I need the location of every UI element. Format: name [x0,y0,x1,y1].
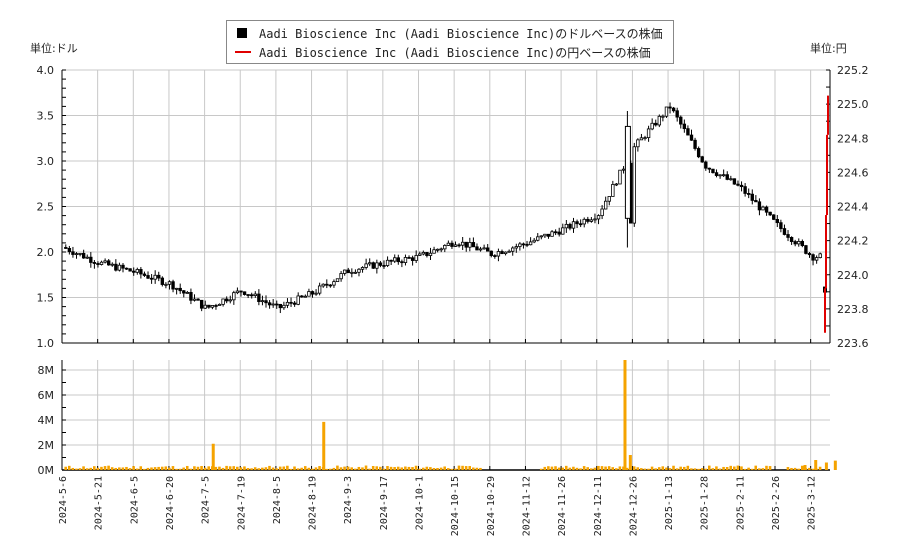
svg-text:2024-5-6: 2024-5-6 [58,476,69,524]
right-axis-unit: 単位:円 [810,42,847,55]
svg-text:224.0: 224.0 [837,269,869,282]
svg-text:2024-12-11: 2024-12-11 [593,476,604,536]
svg-text:2024-5-21: 2024-5-21 [94,476,105,530]
svg-text:224.6: 224.6 [837,166,869,179]
legend-usd-label: Aadi Bioscience Inc (Aadi Bioscience Inc… [259,26,663,41]
left-axis-unit: 単位:ドル [30,42,78,55]
svg-text:0M: 0M [38,464,55,477]
svg-text:2024-6-20: 2024-6-20 [165,476,176,530]
svg-text:2024-6-5: 2024-6-5 [129,476,140,524]
legend-jpy-label: Aadi Bioscience Inc (Aadi Bioscience Inc… [259,45,651,60]
svg-text:1.5: 1.5 [37,292,55,305]
svg-text:8M: 8M [38,364,55,377]
svg-text:2024-10-1: 2024-10-1 [415,476,426,530]
svg-text:4M: 4M [38,414,55,427]
svg-text:2024-8-19: 2024-8-19 [308,476,319,530]
svg-text:223.8: 223.8 [837,303,869,316]
red-line-icon [235,51,251,53]
svg-text:2M: 2M [38,439,55,452]
svg-text:2024-9-3: 2024-9-3 [343,476,354,524]
svg-text:2025-3-12: 2025-3-12 [807,476,818,530]
svg-text:2024-9-17: 2024-9-17 [379,476,390,530]
svg-text:225.0: 225.0 [837,98,869,111]
svg-text:4.0: 4.0 [37,64,55,77]
svg-text:2024-11-26: 2024-11-26 [557,476,568,536]
svg-text:2024-8-5: 2024-8-5 [272,476,283,524]
svg-text:2024-12-26: 2024-12-26 [628,476,639,536]
svg-text:2024-7-19: 2024-7-19 [236,476,247,530]
svg-text:225.2: 225.2 [837,64,869,77]
legend-item-jpy: Aadi Bioscience Inc (Aadi Bioscience Inc… [235,43,651,61]
svg-text:2025-1-13: 2025-1-13 [664,476,675,530]
svg-text:2.0: 2.0 [37,246,55,259]
svg-text:2.5: 2.5 [37,201,55,214]
svg-text:1.0: 1.0 [37,337,55,350]
svg-text:224.8: 224.8 [837,132,869,145]
svg-text:3.0: 3.0 [37,155,55,168]
svg-text:2024-10-29: 2024-10-29 [486,476,497,536]
legend: Aadi Bioscience Inc (Aadi Bioscience Inc… [226,20,674,64]
legend-item-usd: Aadi Bioscience Inc (Aadi Bioscience Inc… [235,24,663,42]
svg-text:224.2: 224.2 [837,235,869,248]
svg-text:223.6: 223.6 [837,337,869,350]
svg-text:224.4: 224.4 [837,201,869,214]
black-square-icon [237,28,247,38]
svg-text:2025-2-26: 2025-2-26 [771,476,782,530]
svg-text:2025-2-11: 2025-2-11 [735,476,746,530]
svg-text:2024-7-5: 2024-7-5 [201,476,212,524]
svg-text:2024-10-15: 2024-10-15 [450,476,461,536]
svg-text:6M: 6M [38,389,55,402]
svg-text:2025-1-28: 2025-1-28 [700,476,711,530]
svg-text:3.5: 3.5 [37,110,55,123]
svg-text:2024-11-12: 2024-11-12 [521,476,532,536]
